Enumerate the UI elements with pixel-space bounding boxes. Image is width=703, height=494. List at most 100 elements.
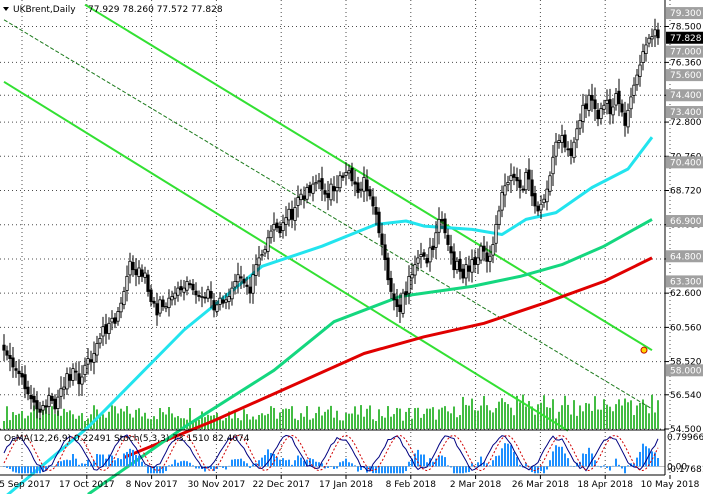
candle [44, 399, 48, 414]
candle [221, 295, 225, 308]
candle-body [233, 281, 237, 288]
y-tick-label: 62.600 [670, 289, 702, 299]
candle-body [128, 260, 132, 276]
candle-body [176, 287, 180, 296]
osma-bar [306, 459, 308, 467]
volume-bar [363, 416, 365, 429]
osma-bar [474, 466, 476, 468]
candle-body [107, 322, 111, 334]
osma-bar [654, 452, 656, 467]
candle [401, 288, 405, 318]
candle-body [170, 296, 174, 301]
candle [545, 180, 549, 211]
volume-bar [543, 395, 545, 429]
osma-bar [384, 466, 386, 474]
volume-bar [216, 412, 218, 429]
price-level-label: 79.300 [670, 9, 702, 19]
candles [2, 18, 660, 420]
volume-bar [258, 414, 260, 429]
osma-bar [414, 453, 416, 467]
volume-bar [588, 403, 590, 429]
candle-body [554, 141, 558, 157]
dropdown-arrow-icon[interactable] [3, 7, 9, 11]
volume-bar [18, 413, 20, 429]
candle [368, 185, 372, 200]
candle-body [29, 394, 33, 400]
candle-body [632, 84, 636, 96]
candle-body [407, 275, 411, 294]
volume-bar [201, 411, 203, 429]
candle-body [92, 353, 96, 363]
price-level-box [666, 7, 703, 20]
candle [362, 166, 366, 203]
candle [551, 144, 555, 187]
candle-body [656, 29, 660, 39]
osma-bar [174, 459, 176, 467]
volume-bar [396, 407, 398, 429]
osma-bar [465, 466, 467, 473]
osma-bar [45, 466, 47, 471]
x-tick-label: 2 Mar 2018 [450, 480, 502, 490]
osma-bar [543, 466, 545, 474]
candle [257, 246, 261, 277]
candle-body [572, 141, 576, 159]
osma-bar [549, 460, 551, 467]
volume-bar [600, 409, 602, 429]
volume-bar [66, 412, 68, 429]
osma-bar [345, 458, 347, 467]
candle-body [284, 217, 288, 225]
candle-body [2, 344, 6, 351]
candle-body [8, 355, 12, 359]
candle [398, 293, 402, 323]
candle [164, 302, 168, 313]
osma-bar [588, 447, 590, 467]
price-level-label: 63.300 [670, 277, 702, 287]
candle-body [44, 405, 48, 408]
volume-bar [441, 407, 443, 429]
volume-bar [279, 412, 281, 429]
candle-body [38, 408, 42, 413]
candle-body [623, 112, 627, 126]
volume-bar [135, 409, 137, 429]
candle-body [239, 276, 243, 279]
candle [230, 281, 234, 306]
volume-bar [453, 406, 455, 429]
candle [38, 401, 42, 420]
volume-bar [483, 396, 485, 429]
candle-body [497, 210, 501, 225]
candle [338, 171, 342, 193]
candle [146, 269, 150, 297]
candle [602, 99, 606, 115]
osma-bar [561, 446, 563, 467]
candle [356, 176, 360, 199]
candle-body [119, 302, 123, 313]
osma-bar [135, 455, 137, 467]
candle-body [353, 181, 357, 185]
osma-bar [222, 466, 224, 468]
candle [329, 178, 333, 206]
candle [626, 103, 630, 134]
price-level-box [666, 45, 703, 58]
candle [41, 400, 45, 415]
candle [101, 316, 105, 346]
candle [320, 166, 324, 201]
volume-bar [627, 402, 629, 429]
candle [410, 262, 414, 290]
y-tick-label: 56.540 [670, 391, 702, 401]
candle-body [566, 148, 570, 151]
candle-body [425, 257, 429, 264]
candle [269, 225, 273, 244]
osma-bar [378, 466, 380, 474]
osma-bar [624, 466, 626, 474]
candle-body [32, 395, 36, 403]
candle [428, 237, 432, 272]
volume-bar [378, 409, 380, 429]
candle-body [59, 388, 63, 397]
candle-body [587, 94, 591, 111]
candle-body [524, 171, 528, 191]
candle [485, 241, 489, 273]
candle-body [557, 140, 561, 143]
candle-body [455, 260, 459, 270]
price-level-box [666, 250, 703, 263]
volume-bar [225, 417, 227, 429]
